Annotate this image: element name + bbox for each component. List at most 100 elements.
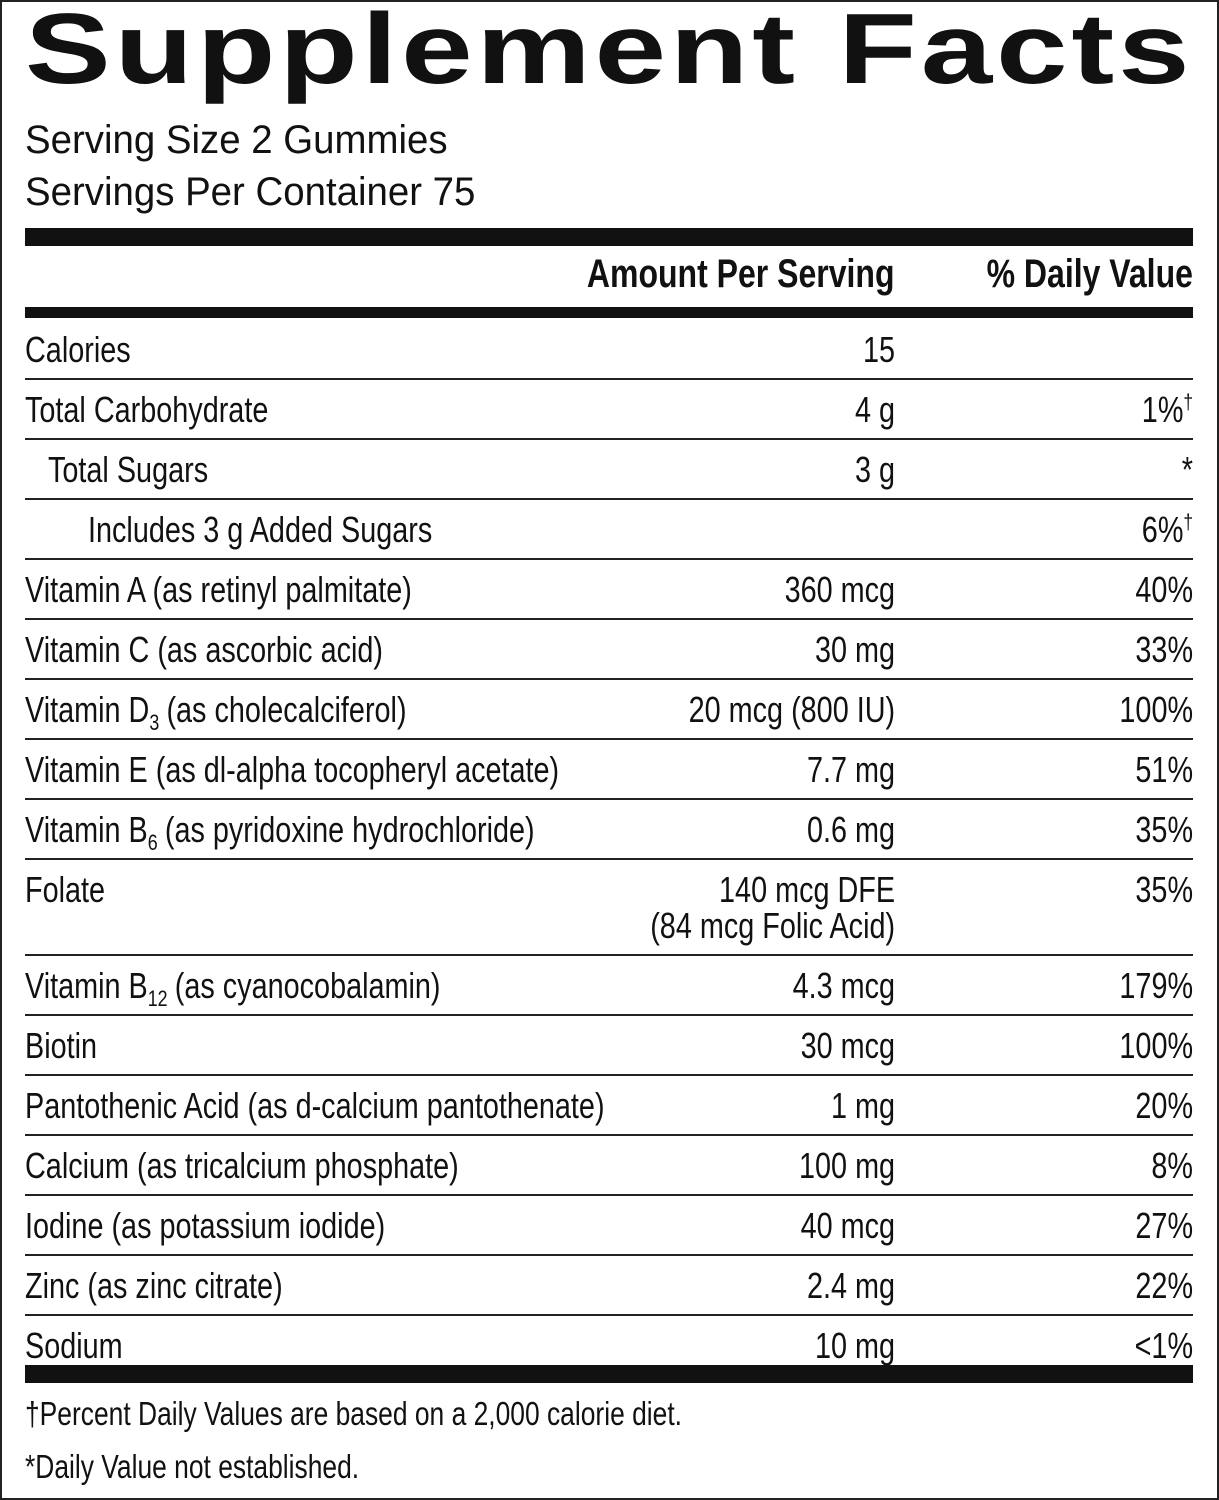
name-text: Calcium (as tricalcium phosphate) [25,1145,459,1186]
nutrient-row: Pantothenic Acid (as d-calcium pantothen… [25,1076,1193,1136]
medium-rule [25,307,1193,318]
name-text: Pantothenic Acid (as d-calcium pantothen… [25,1085,605,1126]
amount-text: 100 mg [798,1145,895,1186]
nutrient-name: Zinc (as zinc citrate) [25,1268,283,1304]
dv-text: 179% [1119,965,1193,1006]
nutrient-name: Calcium (as tricalcium phosphate) [25,1148,459,1184]
amount: 0.6 mg [807,812,895,848]
amount-text: 2.4 mg [806,1265,895,1306]
nutrient-name: Pantothenic Acid (as d-calcium pantothen… [25,1088,605,1124]
footnote: *Daily Value not established. [25,1448,360,1485]
dv-header: % Daily Value [986,252,1193,296]
name-text: Calories [25,329,131,370]
servings-per-container: Servings Per Container 75 [25,170,476,214]
daily-value: 35% [1135,872,1193,908]
name-rest: (as pyridoxine hydrochloride) [164,809,535,850]
row-spacer [25,332,1193,368]
nutrient-name: Folate [25,872,105,908]
daily-value: 27% [1135,1208,1193,1244]
nutrient-name: Vitamin C (as ascorbic acid) [25,632,383,668]
name-text: Total Carbohydrate [25,389,269,430]
name-text: Sodium [25,1325,123,1366]
nutrient-table: Calories 15 Total Carbohydrate 4 g 1%† Total … [25,320,1193,1374]
amount-text: 1 mg [830,1085,895,1126]
daily-value: 35% [1135,812,1193,848]
nutrient-row: Biotin 30 mcg 100% [25,1016,1193,1076]
amount-text: 30 mcg [800,1025,895,1066]
name-rest: (as cyanocobalamin) [174,965,441,1006]
nutrient-name: Total Sugars [48,452,208,488]
name-text: Vitamin C (as ascorbic acid) [25,629,383,670]
dv-text: 27% [1135,1205,1193,1246]
amount-text: 360 mcg [784,569,895,610]
dv-text: 6% [1141,509,1184,550]
nutrient-row: Vitamin C (as ascorbic acid) 30 mg 33% [25,620,1193,680]
amount-text: 30 mg [814,629,895,670]
row-spacer [25,1028,1193,1064]
amount: 3 g [855,452,895,488]
amount-text: 40 mcg [800,1205,895,1246]
thick-rule [25,1365,1193,1383]
dv-text: <1% [1134,1325,1193,1366]
daily-value: 100% [1119,692,1193,728]
amount-text: (84 mcg Folic Acid) [650,905,895,946]
amount-text: 10 mg [814,1325,895,1366]
name-text: Vitamin D [25,689,150,730]
nutrient-row: Zinc (as zinc citrate) 2.4 mg 22% [25,1256,1193,1316]
nutrient-name: Sodium [25,1328,123,1364]
dv-text: 35% [1135,869,1193,910]
amount: 4.3 mcg [793,968,895,1004]
amount-text: 0.6 mg [806,809,895,850]
name-text: Biotin [25,1025,98,1066]
amount: 4 g [855,392,895,428]
amount: 140 mcg DFE (84 mcg Folic Acid) [650,872,895,944]
nutrient-row: Calcium (as tricalcium phosphate) 100 mg 8… [25,1136,1193,1196]
amount: 20 mcg (800 IU) [689,692,895,728]
name-text: Includes 3 g Added Sugars [88,509,433,550]
title: Supplement Facts [25,0,1194,105]
daily-value: * [1182,452,1193,488]
amount: 30 mcg [801,1028,895,1064]
nutrient-row: Vitamin A (as retinyl palmitate) 360 mcg 4… [25,560,1193,620]
nutrient-name: Includes 3 g Added Sugars [88,512,432,548]
amount-text: 15 [862,329,895,370]
name-text: Folate [25,869,106,910]
name-text: Vitamin B [25,965,148,1006]
amount-text: 20 mcg (800 IU) [688,689,895,730]
dv-text: 33% [1135,629,1193,670]
daily-value: 22% [1135,1268,1193,1304]
daily-value: 6%† [1141,509,1193,550]
daily-value: <1% [1135,1328,1193,1364]
nutrient-name: Vitamin B12 (as cyanocobalamin) [25,965,441,1010]
dv-text: 35% [1135,809,1193,850]
nutrient-row: Calories 15 [25,320,1193,380]
column-header: Amount Per Serving % Daily Value [0,252,1219,302]
amount: 30 mg [815,632,895,668]
amount-text: 7.7 mg [806,749,895,790]
dv-text: * [1181,449,1193,490]
amount-text: 4 g [854,389,895,430]
nutrient-name: Total Carbohydrate [25,392,268,428]
nutrient-row: Vitamin D3 (as cholecalciferol) 20 mcg (80… [25,680,1193,740]
nutrient-row: Total Carbohydrate 4 g 1%† [25,380,1193,440]
nutrient-name: Vitamin E (as dl-alpha tocopheryl acetat… [25,752,559,788]
name-subscript: 6 [147,829,158,855]
nutrient-name: Biotin [25,1028,97,1064]
dv-text: 51% [1135,749,1193,790]
name-text: Iodine (as potassium iodide) [25,1205,386,1246]
dv-text: 100% [1119,1025,1193,1066]
nutrient-name: Calories [25,332,131,368]
nutrient-name: Iodine (as potassium iodide) [25,1208,385,1244]
name-text: Total Sugars [48,449,209,490]
row-spacer [25,872,1193,944]
amount-text: 140 mcg DFE [718,869,895,910]
name-subscript: 12 [147,985,168,1011]
name-text: Vitamin B [25,809,148,850]
footnote: †Percent Daily Values are based on a 2,0… [25,1395,682,1432]
dv-text: 40% [1135,569,1193,610]
daily-value: 40% [1135,572,1193,608]
nutrient-row: Sodium 10 mg <1% [25,1316,1193,1374]
nutrient-name: Vitamin B6 (as pyridoxine hydrochloride) [25,809,535,854]
nutrient-row: Includes 3 g Added Sugars 6%† [25,500,1193,560]
